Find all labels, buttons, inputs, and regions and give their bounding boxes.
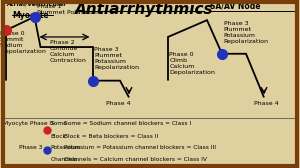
Text: Block = Beta blockers = Class II: Block = Beta blockers = Class II: [64, 134, 159, 139]
Text: Some: Some: [50, 121, 67, 126]
Text: Some = Sodium channel blockers = Class I: Some = Sodium channel blockers = Class I: [64, 121, 192, 126]
Text: Myocyte Phase 0: Myocyte Phase 0: [3, 121, 53, 126]
Text: Phase 3
Plummet
Potassium
Repolarization: Phase 3 Plummet Potassium Repolarization: [94, 47, 140, 70]
Text: Channels = Calcium channel blockers = Class IV: Channels = Calcium channel blockers = Cl…: [64, 157, 207, 162]
Text: Potassium: Potassium: [50, 145, 81, 150]
Text: Phase 3
Plummet
Potassium
Repolarization: Phase 3 Plummet Potassium Repolarization: [224, 21, 268, 44]
Text: Antiarrhythmics: Antiarrhythmics: [75, 2, 213, 17]
Text: Phase 4: Phase 4: [254, 101, 278, 106]
Text: Phase 1
Plummet Potassium: Phase 1 Plummet Potassium: [37, 4, 99, 15]
Text: Phase 2
Continue
Calcium
Contraction: Phase 2 Continue Calcium Contraction: [50, 40, 86, 63]
Text: Atrial/Ventricular: Atrial/Ventricular: [6, 2, 67, 7]
Text: Potassium = Potassium channel blockers = Class III: Potassium = Potassium channel blockers =…: [64, 145, 217, 150]
Text: Myocyte: Myocyte: [12, 11, 49, 20]
Text: SA/AV Node: SA/AV Node: [210, 2, 260, 11]
Text: Phase 0
Summit
Sodium
Depolarization: Phase 0 Summit Sodium Depolarization: [0, 31, 46, 54]
Text: Phase 4: Phase 4: [106, 101, 131, 106]
Text: Phase 3: Phase 3: [19, 145, 42, 150]
Text: Channels: Channels: [50, 157, 77, 162]
Text: Block: Block: [50, 134, 66, 139]
Text: Phase 0
Climb
Calcium
Depolarization: Phase 0 Climb Calcium Depolarization: [169, 52, 215, 75]
